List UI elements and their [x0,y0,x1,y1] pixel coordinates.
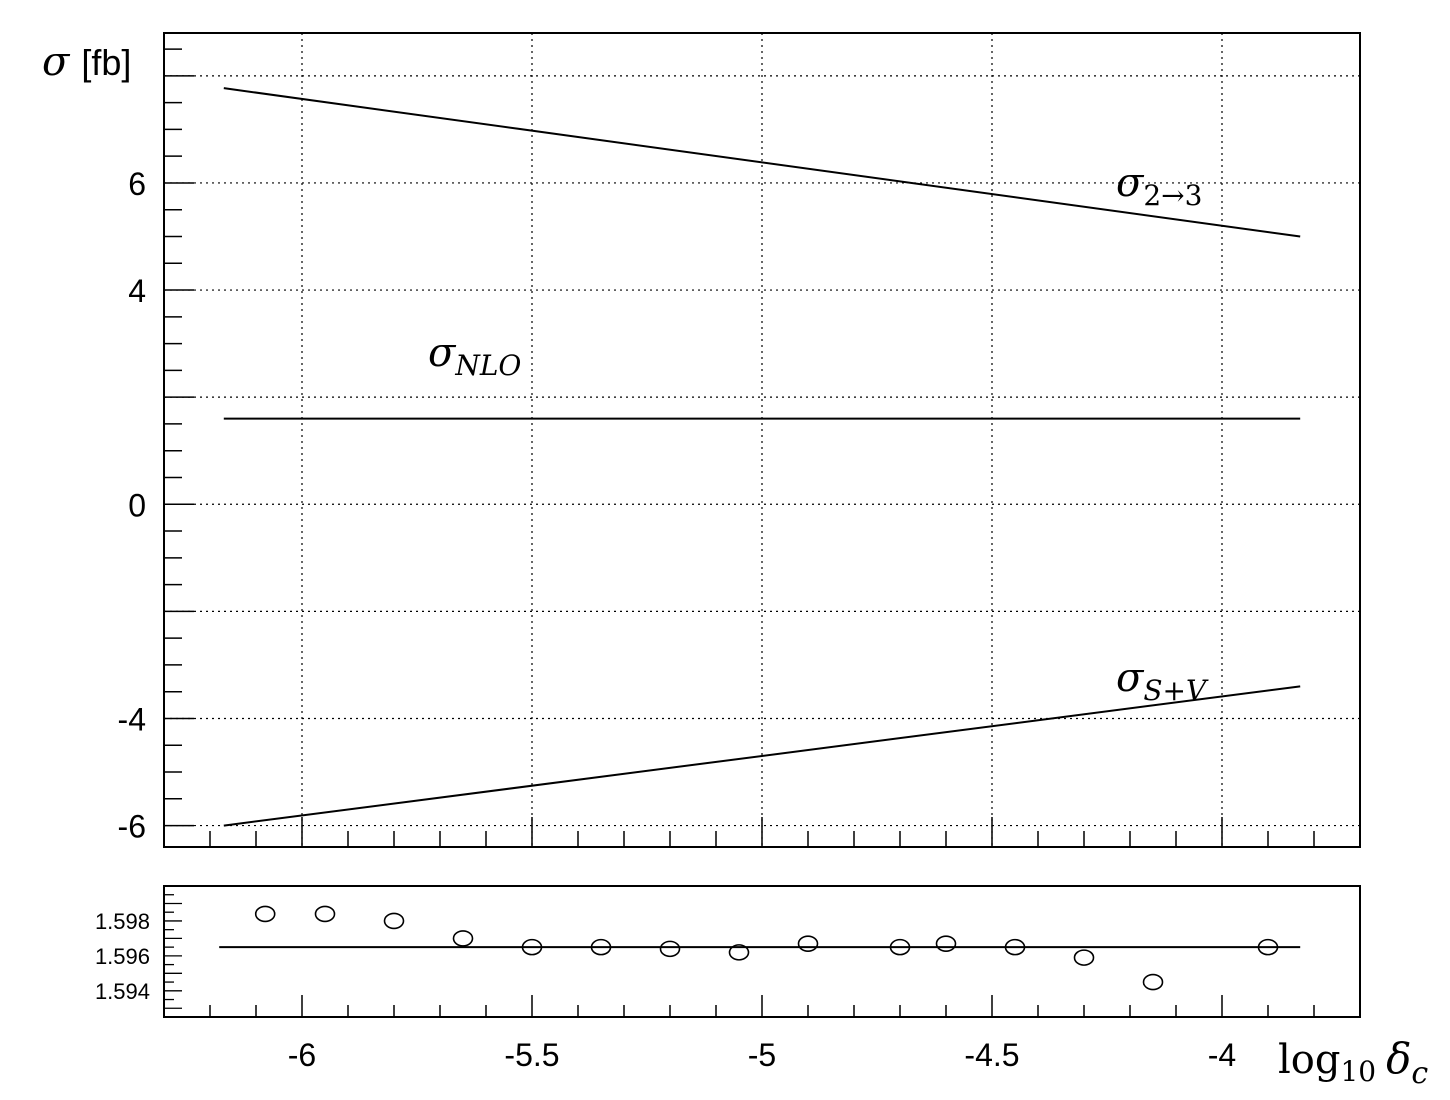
y-tick-label: 4 [128,273,146,309]
y-axis-label: σ [fb] [42,39,131,85]
y-tick-label: 0 [128,487,146,523]
data-point [1004,938,1026,956]
data-point [797,935,819,952]
data-point [452,930,474,947]
data-point [383,912,405,930]
series-line-sigmaSV [223,685,1301,827]
y-tick-label: -6 [118,809,146,845]
series-label-sigmaSV: σS+V [1116,655,1209,707]
x-tick-label: -5.5 [504,1037,559,1073]
y-tick-label: 1.594 [95,979,150,1004]
ratio-panel: 1.594 1.596 1.598 -6 -5.5 -5 -4.5 -4 [95,885,1361,1073]
data-point [889,938,911,956]
data-point [1142,973,1164,991]
data-point [1073,949,1095,966]
x-tick-label: -4 [1208,1037,1236,1073]
data-point [590,938,612,956]
data-point [935,935,957,952]
data-point [314,905,336,923]
main-panel: -6 -4 0 4 6 σ2→3 σNLO σS+V [118,32,1361,848]
series-label-sigma23: σ2→3 [1116,160,1202,212]
y-tick-label: 6 [128,166,146,202]
x-tick-label: -5 [748,1037,776,1073]
data-point [521,938,543,956]
y-tick-label: 1.596 [95,944,150,969]
data-point [1257,938,1279,956]
y-tick-label: -4 [118,701,146,737]
y-tick-label: 1.598 [95,909,150,934]
x-axis-label: log10 δc [1278,1034,1428,1091]
data-point [728,944,750,961]
data-point [254,905,276,923]
series-label-sigmaNLO: σNLO [428,330,521,382]
series-line-sigma23 [223,87,1301,238]
data-point [659,940,681,958]
x-tick-label: -6 [288,1037,316,1073]
x-tick-label: -4.5 [964,1037,1019,1073]
